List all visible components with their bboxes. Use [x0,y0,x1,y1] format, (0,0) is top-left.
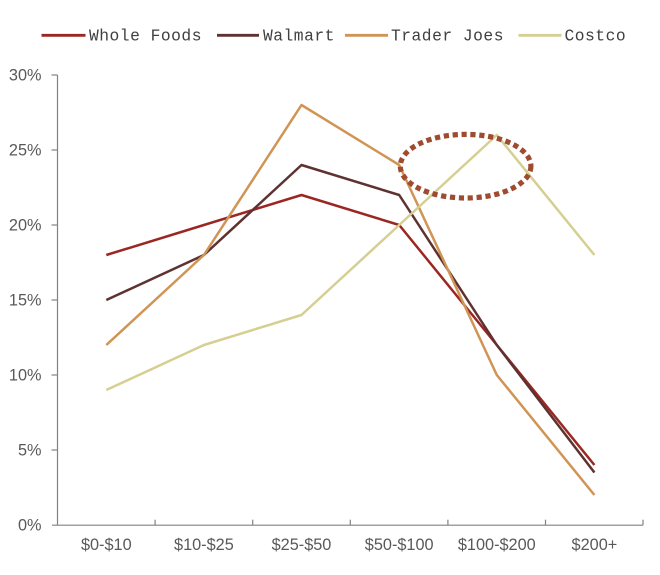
svg-text:10%: 10% [9,367,42,385]
svg-text:$100-$200: $100-$200 [458,536,536,554]
svg-text:5%: 5% [18,442,42,460]
svg-text:$50-$100: $50-$100 [365,536,434,554]
svg-text:30%: 30% [9,67,42,85]
svg-text:$10-$25: $10-$25 [174,536,234,554]
svg-text:15%: 15% [9,292,42,310]
svg-text:$0-$10: $0-$10 [81,536,132,554]
svg-text:20%: 20% [9,217,42,235]
svg-text:Trader Joes: Trader Joes [391,27,504,46]
svg-text:$200+: $200+ [572,536,618,554]
svg-text:Whole Foods: Whole Foods [89,27,202,46]
svg-text:Walmart: Walmart [263,27,335,46]
svg-text:Costco: Costco [565,27,627,46]
svg-text:$25-$50: $25-$50 [272,536,332,554]
svg-text:0%: 0% [18,517,42,535]
svg-text:25%: 25% [9,142,42,160]
